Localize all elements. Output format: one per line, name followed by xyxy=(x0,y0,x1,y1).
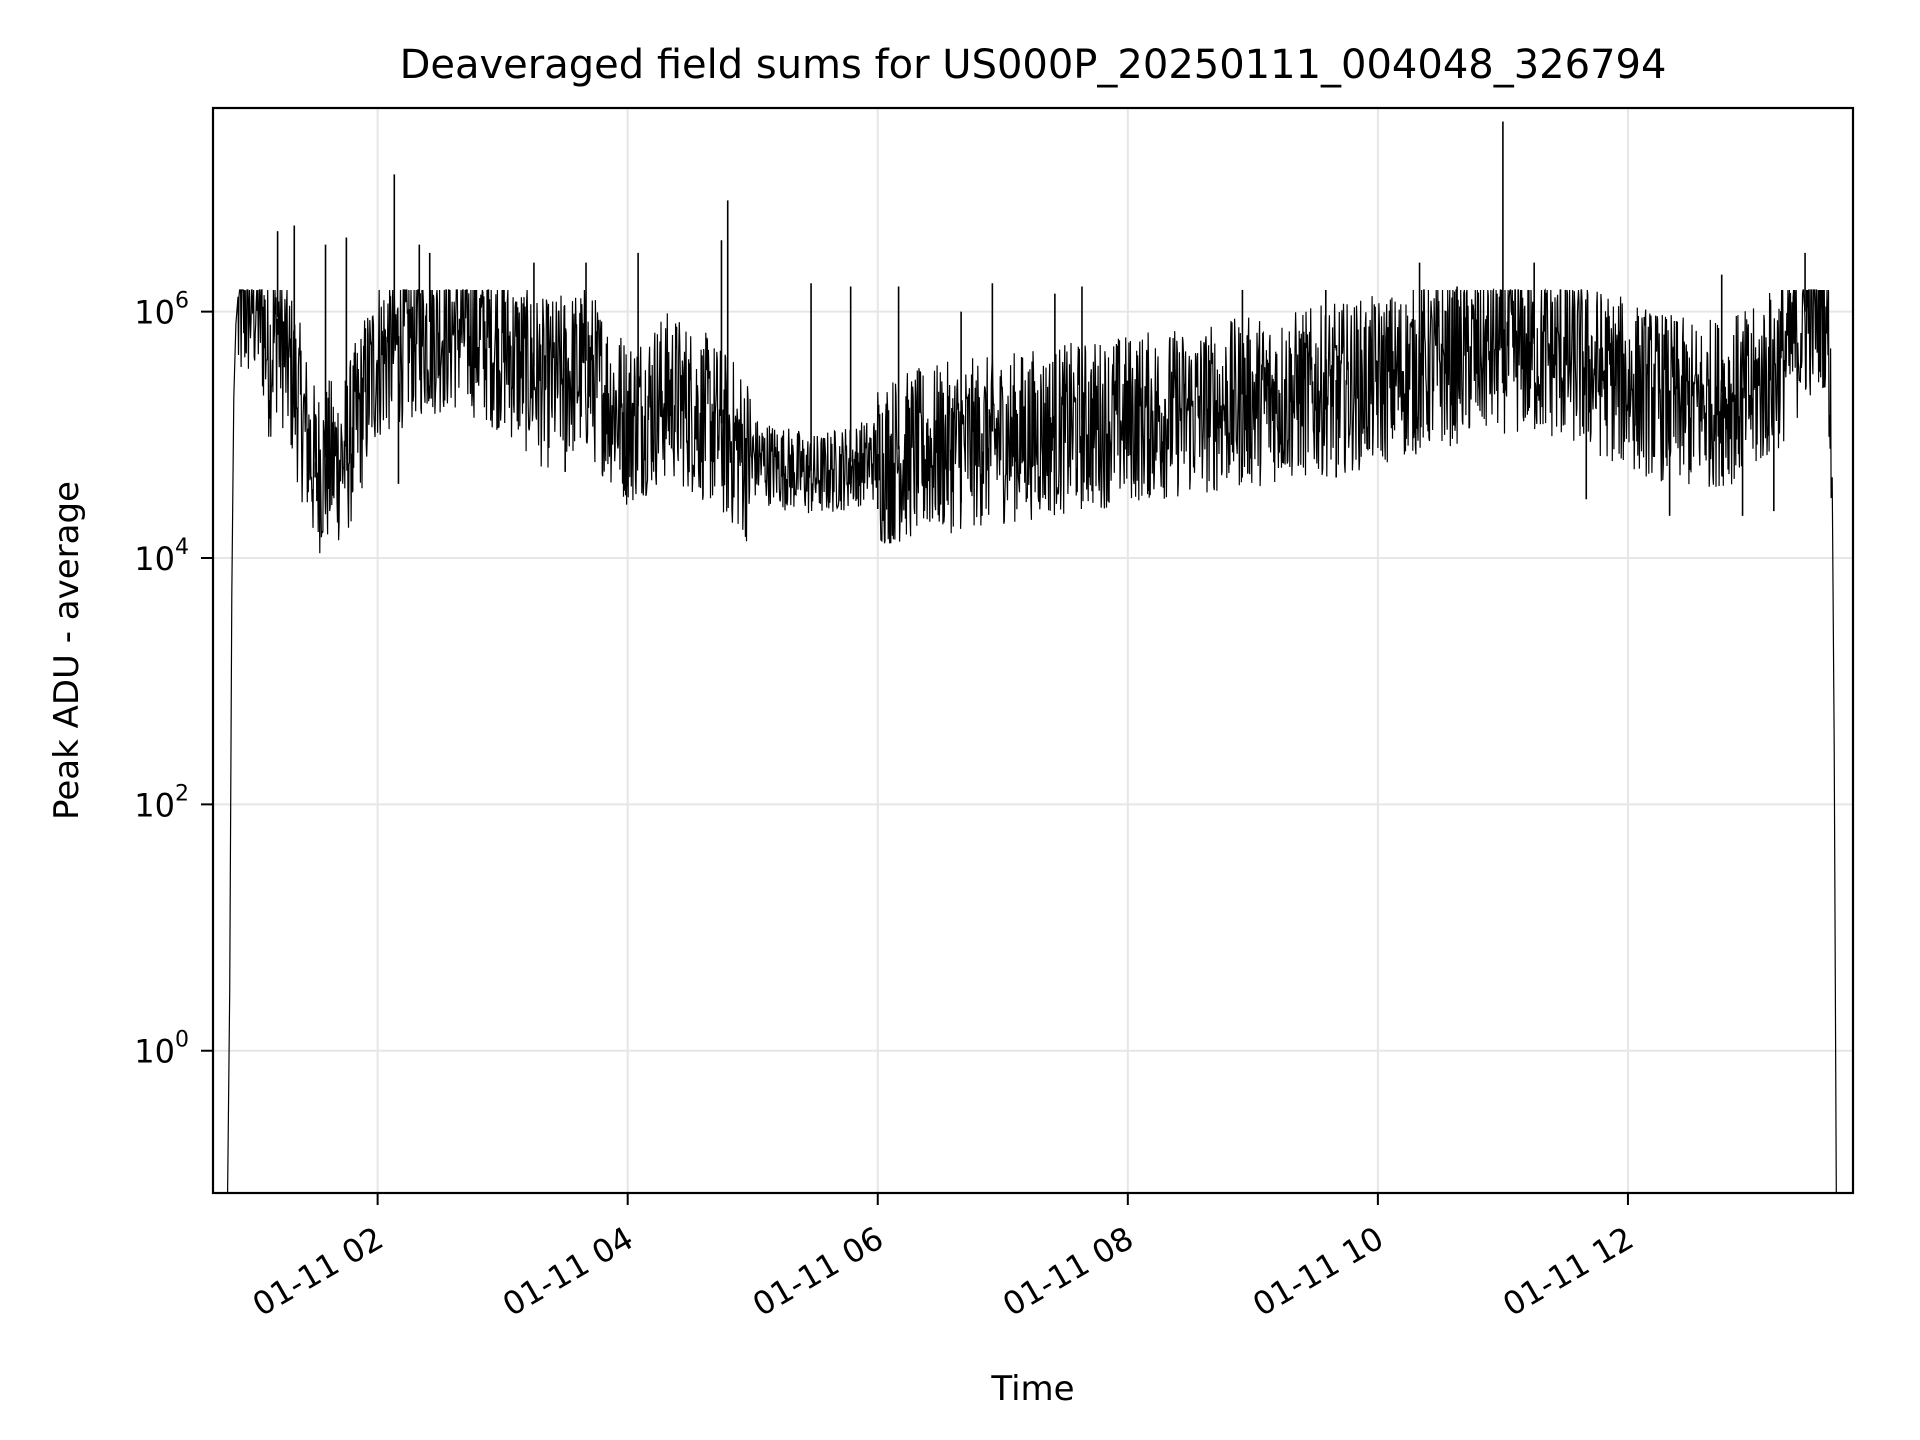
x-axis-label: Time xyxy=(990,1369,1074,1409)
y-axis: 100 102 104 106 xyxy=(134,289,213,1071)
series-line xyxy=(227,287,1837,1194)
y-axis-label: Peak ADU - average xyxy=(47,481,87,820)
y-tick-label-2: 104 xyxy=(134,535,189,578)
y-tick-label-3: 106 xyxy=(134,289,189,332)
series-layer xyxy=(227,121,1837,1194)
chart-title: Deaveraged field sums for US000P_2025011… xyxy=(400,42,1667,88)
y-tick-label-1: 102 xyxy=(134,781,189,824)
plot-frame xyxy=(211,106,1855,1195)
y-tick-label-0: 100 xyxy=(134,1028,189,1071)
